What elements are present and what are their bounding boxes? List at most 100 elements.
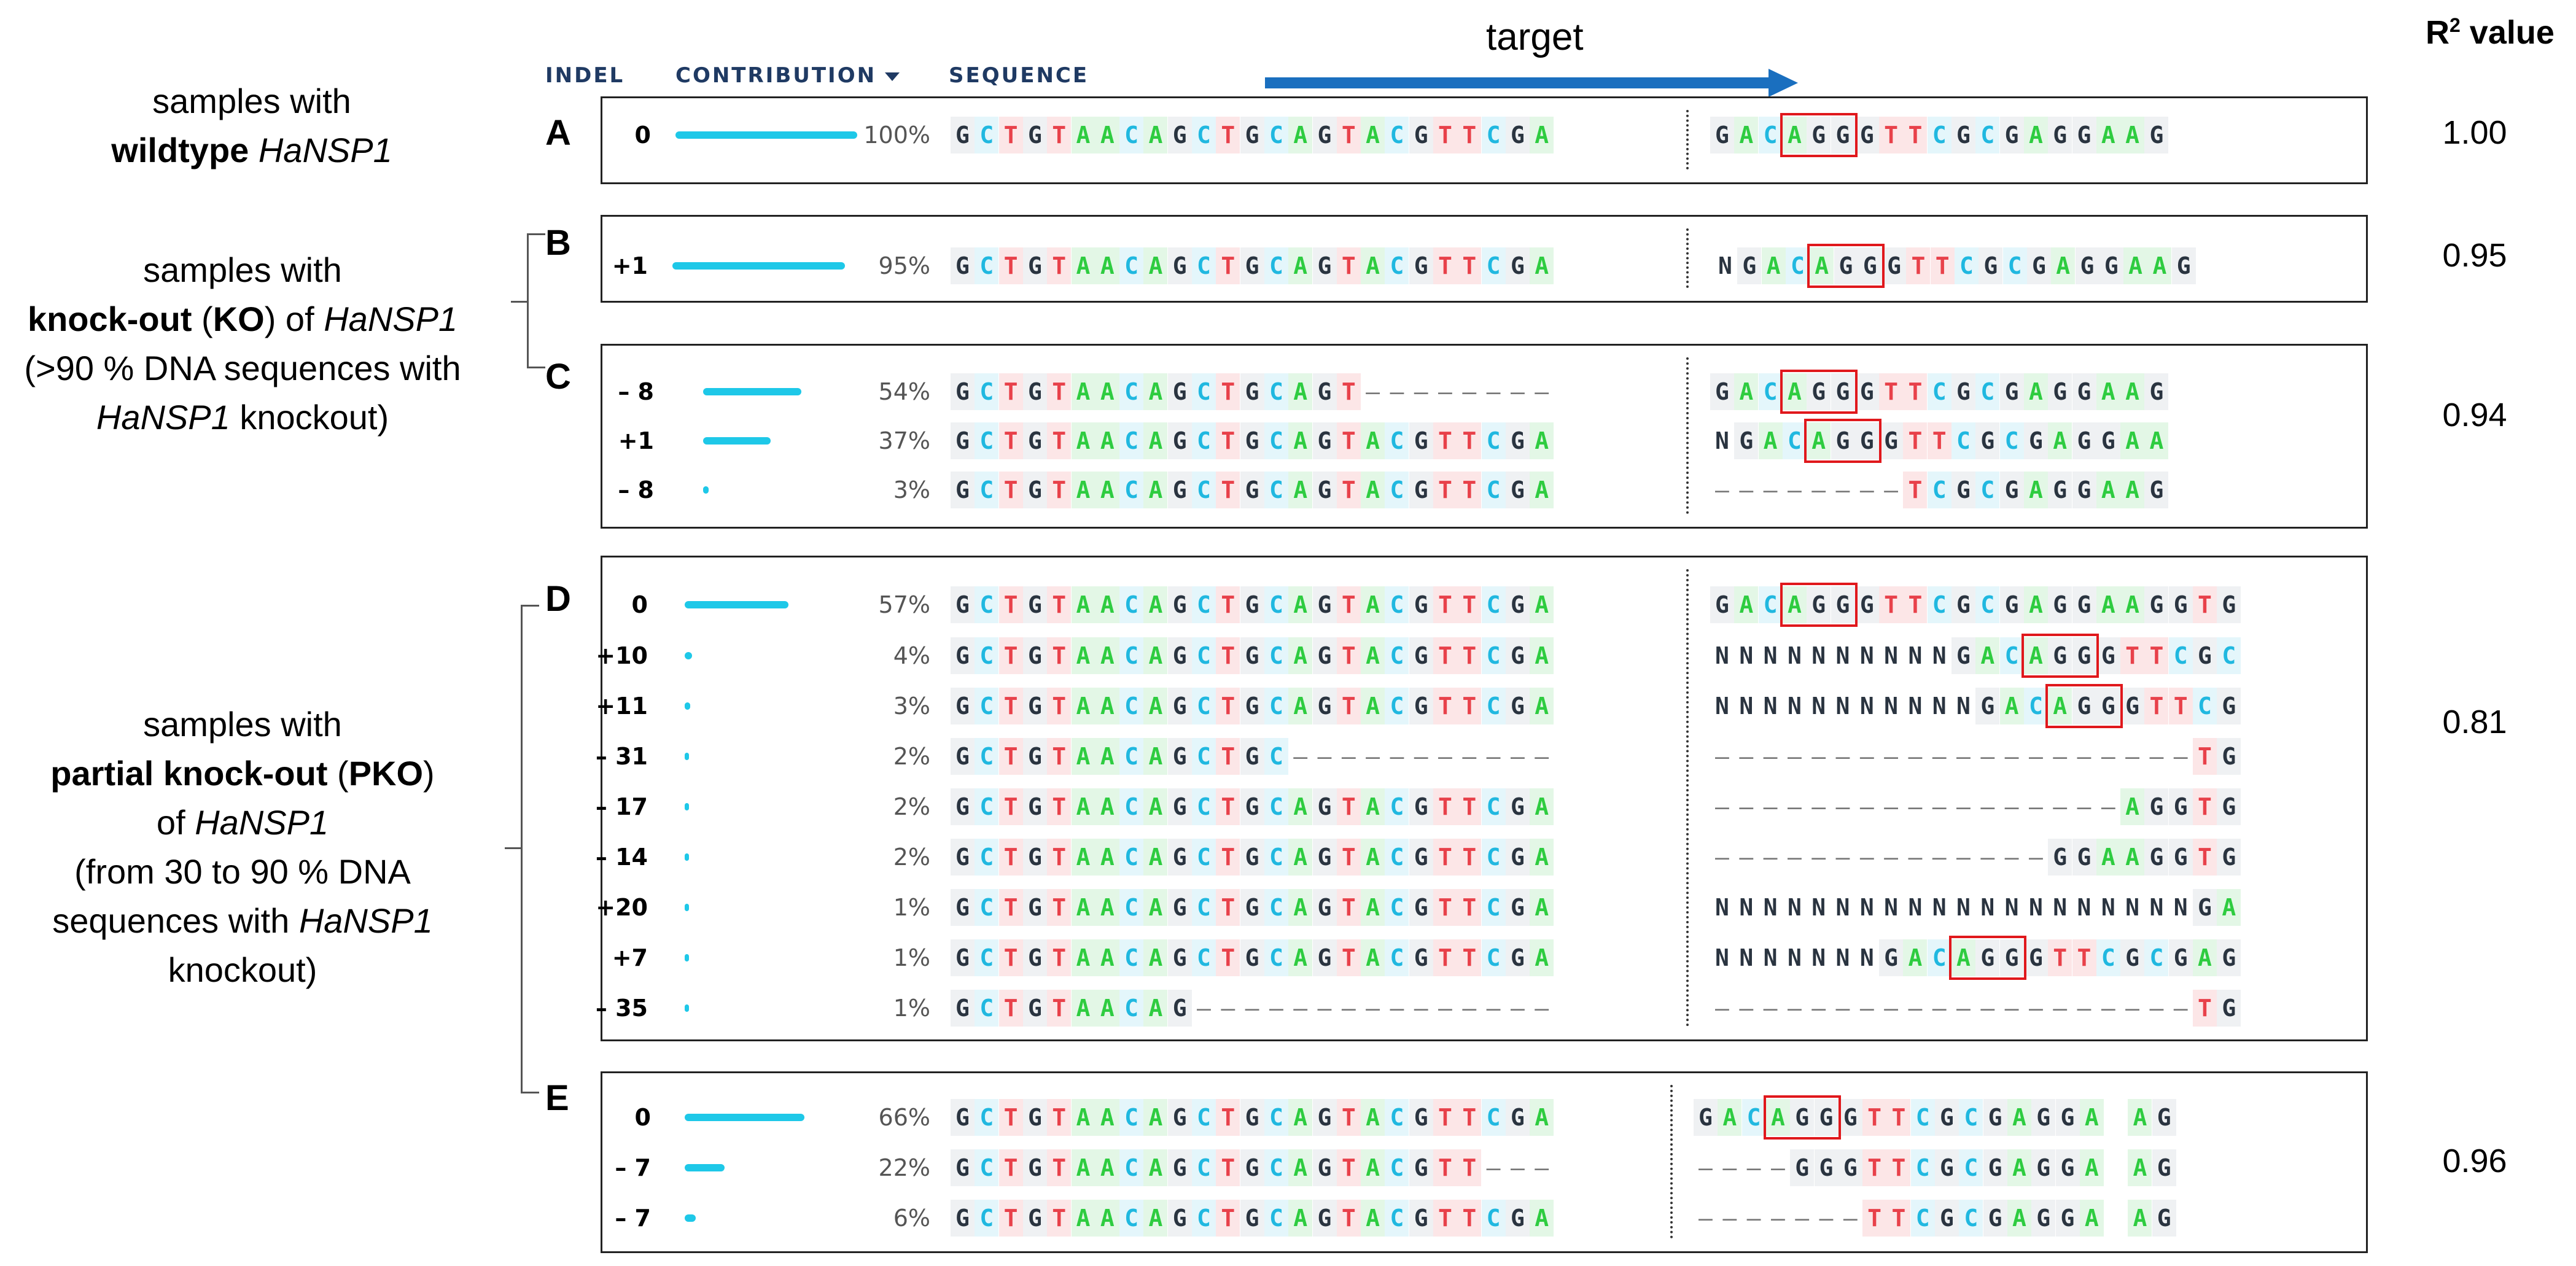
base-c: C [1119,788,1144,825]
base-g: G [2168,839,2193,876]
base-g: G [951,117,975,153]
base-g: G [2217,990,2241,1027]
pam-highlight-box [1804,419,1882,463]
gap-base: – [1715,793,1729,820]
base-a: A [2023,117,2048,153]
sequence-row[interactable]: +11 3% G C T G T A A C A G C T G C A G T A C G T T C G A N N N N N N N N N N… [0,682,2576,731]
base-a: A [1143,1200,1168,1237]
cut-site-line [1686,569,1689,1027]
sequence-row[interactable]: – 17 2% G C T G T A A C A G C T G C A G T A C G T T C G A – – – – – – – – –… [0,782,2576,831]
base-c: C [1264,1149,1288,1186]
sequence-row[interactable]: 0 100% G C T G T A A C A G C T G C A G T A C G T T C G A G A C A G G G T T C… [0,111,2576,160]
base-n: N [1932,693,1947,720]
base-g: G [1834,247,1858,284]
base-n: N [1956,693,1971,720]
gap-base: – [1763,995,1778,1022]
sequence-row[interactable]: – 35 1% G C T G T A A C A G – – – – – – – – – – – – – – – – – – – – – – – –… [0,984,2576,1033]
base-g: G [2168,788,2193,825]
base-n: N [1787,944,1802,971]
base-c: C [1264,1200,1288,1237]
base-t: T [1336,422,1361,459]
base-a: A [1530,422,1554,459]
base-t: T [1216,688,1240,724]
sequence-row[interactable]: – 8 54% G C T G T A A C A G C T G C A G T – – – – – – – – G A C A G G G T T… [0,367,2576,416]
gap-base: – [1699,1205,1713,1232]
base-c: C [1910,1200,1935,1237]
base-g: G [1838,1149,1862,1186]
gap-base: – [2173,743,2188,770]
gap-base: – [1908,743,1923,770]
base-g: G [1831,422,1855,459]
gap-base: – [1715,743,1729,770]
gap-base: – [1884,476,1899,503]
base-t: T [2193,788,2217,825]
gap-base: – [2028,743,2043,770]
base-g: G [1167,738,1192,775]
base-c: C [1119,422,1144,459]
base-c: C [1481,637,1506,674]
base-a: A [1361,247,1385,284]
base-t: T [998,1149,1023,1186]
r2-header-r: R [2426,14,2450,51]
base-c: C [1975,472,2000,508]
group-line: samples with [143,705,342,744]
gap-base: – [1763,793,1778,820]
base-n: N [1739,944,1754,971]
base-a: A [1143,117,1168,153]
base-c: C [1955,247,1979,284]
base-g: G [2193,889,2217,926]
base-c: C [1264,637,1288,674]
sequence-row[interactable]: 0 66% G C T G T A A C A G C T G C A G T A C G T T C G A G A C A G G G T T C G… [0,1093,2576,1142]
sequence-row[interactable]: +7 1% G C T G T A A C A G C T G C A G T A C G T T C G A N N N N N N N G A C A… [0,933,2576,982]
base-c: C [1758,373,1783,410]
base-a: A [1095,1149,1119,1186]
base-a: A [2007,1149,2031,1186]
base-a: A [2048,422,2072,459]
base-n: N [2004,894,2019,921]
contribution-bar [685,853,689,861]
sequence-row[interactable]: +20 1% G C T G T A A C A G C T G C A G T A C G T T C G A N N N N N N N N N N… [0,883,2576,932]
sequence-row[interactable]: – 31 2% G C T G T A A C A G C T G C – – – – – – – – – – – – – – – – – – – –… [0,732,2576,781]
base-a: A [1143,373,1168,410]
base-a: A [1143,422,1168,459]
gap-base: – [1884,995,1899,1022]
contribution-percent: 100% [863,122,930,149]
gap-base: – [1341,743,1356,770]
base-g: G [1312,939,1337,976]
panel-letter: D [545,579,571,619]
sequence-row[interactable]: +1 37% G C T G T A A C A G C T G C A G T A C G T T C G A N G A C A G G G T T… [0,416,2576,465]
group-label-wildtype: samples with wildtype HaNSP1 [0,77,504,175]
base-t: T [1433,422,1457,459]
base-g: G [1022,1200,1047,1237]
base-a: A [1143,990,1168,1027]
sequence-row[interactable]: +1 95% G C T G T A A C A G C T G C A G T A C G T T C G A N G A C A G G G T T… [0,241,2576,290]
base-c: C [1385,889,1409,926]
cut-site-line [1686,110,1689,169]
r2-value: 1.00 [2442,114,2507,151]
sequence-row[interactable]: 0 57% G C T G T A A C A G C T G C A G T A C G T T C G A G A C A G G G T T C G… [0,580,2576,629]
base-a: A [2096,373,2120,410]
sequence-row[interactable]: +10 4% G C T G T A A C A G C T G C A G T A C G T T C G A N N N N N N N N N N… [0,631,2576,680]
contribution-header[interactable]: CONTRIBUTION [675,63,900,88]
base-g: G [1167,688,1192,724]
pam-highlight-box [1763,1095,1841,1140]
pam-highlight-box [1780,113,1858,157]
base-c: C [1385,839,1409,876]
base-c: C [975,990,999,1027]
base-g: G [1240,586,1264,623]
base-t: T [1457,586,1482,623]
gap-base: – [1715,844,1729,871]
sequence-row[interactable]: – 7 22% G C T G T A A C A G C T G C A G T A C G T T – – – – – – – G G G T T… [0,1143,2576,1192]
base-t: T [1457,688,1482,724]
base-c: C [2144,939,2169,976]
base-c: C [1927,939,1951,976]
base-c: C [1192,839,1216,876]
sequence-row[interactable]: – 14 2% G C T G T A A C A G C T G C A G T A C G T T C G A – – – – – – – – –… [0,833,2576,882]
sequence-row[interactable]: – 7 6% G C T G T A A C A G C T G C A G T A C G T T C G A – – – – – – – T T C… [0,1194,2576,1243]
base-g: G [1022,472,1047,508]
base-g: G [2031,1099,2056,1136]
sequence-row[interactable]: – 8 3% G C T G T A A C A G C T G C A G T A C G T T C G A – – – – – – – – T C… [0,465,2576,515]
indel-value: 0 [631,591,648,618]
indel-value: +10 [596,642,648,669]
base-g: G [951,1099,975,1136]
